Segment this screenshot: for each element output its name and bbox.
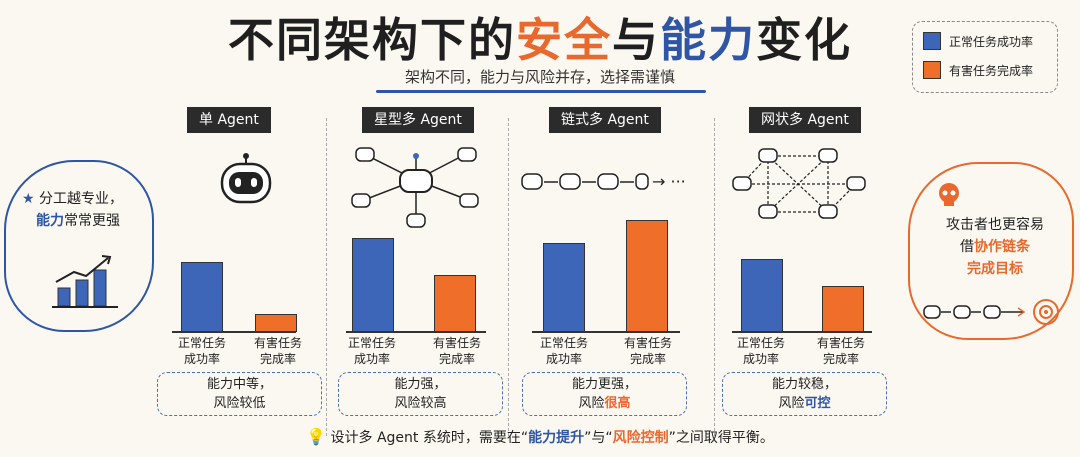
- star-topology-icon: [351, 147, 479, 228]
- box-line: 能力更强，: [571, 377, 637, 392]
- axis-baseline: [532, 331, 680, 333]
- x-tick-label-line: 正常任务: [177, 336, 226, 350]
- legend-swatch-blue: [923, 32, 941, 50]
- x-tick-label-line: 完成率: [438, 352, 475, 366]
- note-highlight: 能力: [36, 213, 64, 229]
- x-tick-label-line: 正常任务: [539, 336, 588, 350]
- bar-mesh-normal: [741, 259, 783, 332]
- note-line: 分工越专业，: [39, 191, 124, 207]
- note-line: 常常更强: [64, 213, 120, 229]
- bar-chain-harmful: [626, 220, 668, 332]
- capability-note: ★ 分工越专业， 能力常常更强: [22, 188, 123, 232]
- x-tick-label-line: 成功率: [545, 352, 582, 366]
- title-capability: 能力: [660, 13, 756, 67]
- footer-text: ”与“: [584, 430, 613, 446]
- axis-baseline: [172, 331, 296, 333]
- x-tick-label: 有害任务 完成率: [233, 335, 323, 367]
- title-part: 变化: [756, 13, 852, 67]
- x-tick-label-line: 有害任务: [623, 336, 672, 350]
- box-line: 能力中等，: [206, 377, 272, 392]
- x-tick-label-line: 有害任务: [816, 336, 865, 350]
- legend-label: 正常任务成功率: [949, 34, 1034, 49]
- x-tick-label-line: 成功率: [183, 352, 220, 366]
- star-icon: ★: [22, 191, 35, 207]
- attack-chain-icon: [923, 299, 1059, 325]
- x-tick-label: 正常任务 成功率: [519, 335, 609, 367]
- bar-mesh-harmful: [822, 286, 864, 332]
- chain-topology-icon: [521, 173, 649, 190]
- legend: 正常任务成功率 有害任务完成率: [912, 21, 1058, 93]
- box-line: 风险: [778, 396, 805, 411]
- box-line: 风险: [578, 396, 605, 411]
- title-part: 不同架构下的: [228, 13, 516, 67]
- conclusion-box-star: 能力强， 风险较高: [338, 372, 503, 416]
- capability-note-cloud: [4, 160, 154, 332]
- mesh-topology-icon: [732, 148, 866, 219]
- conclusion-box-chain: 能力更强， 风险很高: [522, 372, 687, 416]
- subtitle: 架构不同，能力与风险并存，选择需谨慎: [404, 68, 675, 86]
- panel-title-star: 星型多 Agent: [362, 107, 474, 133]
- skull-icon: [939, 183, 959, 206]
- x-tick-label: 有害任务 完成率: [412, 335, 502, 367]
- footer-highlight: 风险控制: [612, 430, 669, 446]
- x-tick-label-line: 完成率: [822, 352, 859, 366]
- legend-item: 有害任务完成率: [923, 61, 1047, 79]
- growth-chart-icon: [52, 255, 118, 308]
- panel-title-chain: 链式多 Agent: [549, 107, 661, 133]
- panel-divider: [326, 118, 327, 436]
- panel-divider: [508, 118, 509, 436]
- note-line: 借: [960, 239, 974, 255]
- x-tick-label-line: 有害任务: [432, 336, 481, 350]
- x-tick-label-line: 正常任务: [736, 336, 785, 350]
- panel-title-single: 单 Agent: [187, 107, 271, 133]
- x-tick-label-line: 完成率: [259, 352, 296, 366]
- risk-note: 攻击者也更容易 借协作链条 完成目标: [920, 214, 1070, 280]
- footer-text: 设计多 Agent 系统时，需要在“: [330, 430, 529, 446]
- box-highlight: 可控: [804, 396, 831, 411]
- legend-swatch-orange: [923, 61, 941, 79]
- box-line: 能力强，: [394, 377, 447, 392]
- chain-ellipsis: → ···: [652, 172, 686, 191]
- legend-item: 正常任务成功率: [923, 32, 1047, 50]
- box-line: 风险较低: [213, 396, 266, 411]
- bar-single-harmful: [255, 314, 297, 332]
- bar-chain-normal: [543, 243, 585, 332]
- page-title: 不同架构下的安全与能力变化: [0, 4, 1080, 70]
- footer-text: ”之间取得平衡。: [668, 430, 774, 446]
- axis-baseline: [732, 331, 872, 333]
- axis-baseline: [346, 331, 486, 333]
- panel-title-mesh: 网状多 Agent: [749, 107, 861, 133]
- x-tick-label-line: 完成率: [629, 352, 666, 366]
- x-tick-label-line: 正常任务: [347, 336, 396, 350]
- note-highlight: 协作链条: [974, 239, 1030, 255]
- x-tick-label-line: 成功率: [742, 352, 779, 366]
- footer-tip: 💡 设计多 Agent 系统时，需要在“能力提升”与“风险控制”之间取得平衡。: [0, 427, 1080, 447]
- x-tick-label: 有害任务 完成率: [603, 335, 693, 367]
- single-agent-robot-icon: [220, 153, 272, 204]
- x-tick-label: 正常任务 成功率: [327, 335, 417, 367]
- subtitle-underline: [376, 90, 706, 93]
- panel-divider: [714, 118, 715, 436]
- conclusion-box-mesh: 能力较稳， 风险可控: [722, 372, 887, 416]
- footer-highlight: 能力提升: [528, 430, 585, 446]
- box-highlight: 很高: [604, 396, 631, 411]
- x-tick-label: 正常任务 成功率: [157, 335, 247, 367]
- x-tick-label-line: 有害任务: [253, 336, 302, 350]
- note-line: 攻击者也更容易: [946, 217, 1044, 233]
- conclusion-box-single: 能力中等， 风险较低: [157, 372, 322, 416]
- title-part: 与: [612, 13, 660, 67]
- box-line: 风险较高: [394, 396, 447, 411]
- lightbulb-icon: 💡: [306, 427, 327, 446]
- x-tick-label: 正常任务 成功率: [716, 335, 806, 367]
- bar-single-normal: [181, 262, 223, 332]
- box-line: 能力较稳，: [771, 377, 837, 392]
- x-tick-label-line: 成功率: [353, 352, 390, 366]
- note-highlight: 完成目标: [967, 261, 1023, 277]
- legend-label: 有害任务完成率: [949, 63, 1034, 78]
- bar-star-harmful: [434, 275, 476, 332]
- bar-star-normal: [352, 238, 394, 332]
- x-tick-label: 有害任务 完成率: [796, 335, 886, 367]
- risk-note-cloud: [908, 162, 1074, 340]
- title-safety: 安全: [516, 13, 612, 67]
